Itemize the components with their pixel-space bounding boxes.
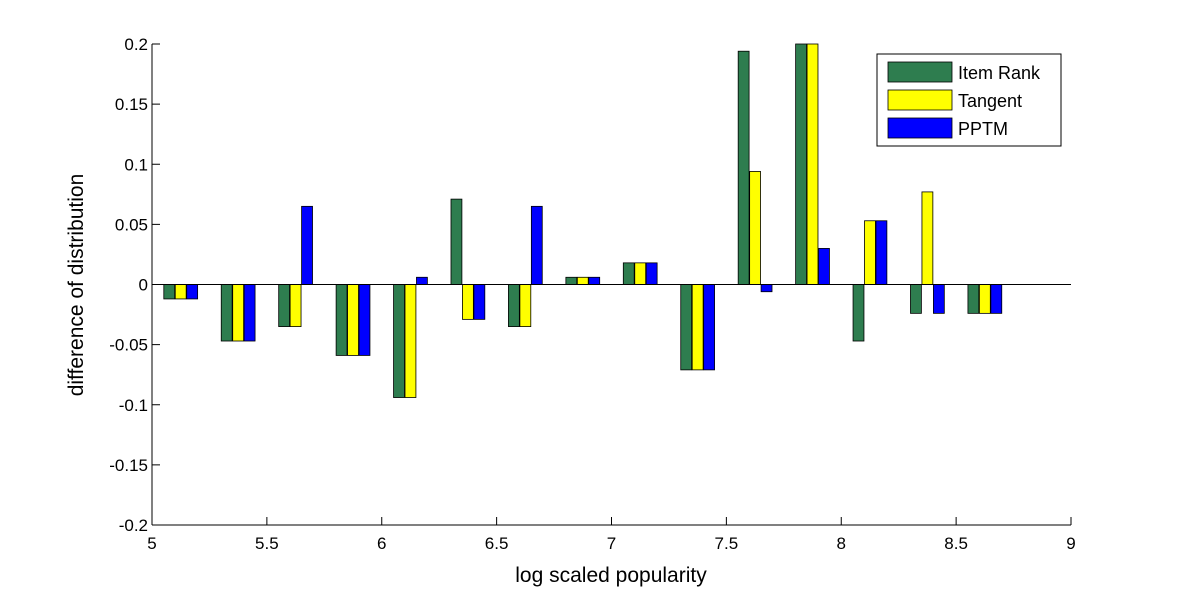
legend-label-tangent: Tangent bbox=[958, 91, 1022, 111]
bar-item-rank-2 bbox=[278, 284, 290, 327]
x-tick-label: 6 bbox=[377, 534, 386, 553]
bar-item-rank-10 bbox=[737, 50, 750, 285]
bar-item-rank-13 bbox=[910, 284, 922, 314]
legend-swatch-tangent bbox=[887, 89, 953, 111]
bar-item-rank-14 bbox=[967, 284, 980, 314]
bar-item-rank-0 bbox=[163, 284, 176, 300]
bar-tangent-12 bbox=[864, 220, 876, 285]
bar-pptm-11 bbox=[818, 248, 830, 285]
x-tick-label: 8.5 bbox=[944, 534, 968, 553]
legend-swatch-item-rank bbox=[887, 61, 953, 83]
x-tick-label: 5 bbox=[147, 534, 156, 553]
bar-tangent-10 bbox=[749, 171, 761, 285]
bar-tangent-13 bbox=[921, 191, 934, 285]
bar-tangent-11 bbox=[806, 43, 819, 285]
y-tick-label: -0.2 bbox=[119, 516, 148, 535]
bar-pptm-10 bbox=[760, 284, 773, 293]
y-tick-label: -0.1 bbox=[119, 396, 148, 415]
x-tick-label: 6.5 bbox=[485, 534, 509, 553]
legend-swatch-pptm bbox=[887, 117, 953, 139]
bar-pptm-12 bbox=[875, 220, 888, 285]
bar-item-rank-7 bbox=[565, 276, 578, 285]
y-tick-label: 0.1 bbox=[124, 155, 148, 174]
bar-pptm-8 bbox=[645, 262, 658, 285]
legend-label-item-rank: Item Rank bbox=[958, 63, 1041, 83]
bar-item-rank-6 bbox=[508, 284, 520, 327]
bar-pptm-5 bbox=[473, 284, 486, 320]
bar-tangent-4 bbox=[404, 284, 417, 398]
bar-item-rank-12 bbox=[852, 284, 865, 342]
bar-item-rank-11 bbox=[795, 43, 807, 285]
x-axis-title: log scaled popularity bbox=[515, 564, 707, 587]
axes-group: 5 5.5 6 6.5 7 7.5 8 8.5 9 -0.2 -0.15 -0.1 -0.05 0 0.05… bbox=[109, 35, 1075, 553]
legend-label-pptm: PPTM bbox=[958, 119, 1008, 139]
y-tick-label: 0.2 bbox=[124, 35, 148, 54]
bars-group bbox=[163, 43, 1003, 398]
bar-tangent-0 bbox=[174, 284, 187, 300]
bar-pptm-13 bbox=[933, 284, 945, 314]
bar-tangent-14 bbox=[978, 284, 991, 314]
y-axis-title: difference of distribution bbox=[65, 174, 88, 397]
y-tick-label: 0.05 bbox=[115, 215, 148, 234]
legend: Item Rank Tangent PPTM bbox=[876, 53, 1062, 147]
bar-pptm-2 bbox=[301, 205, 313, 285]
x-tick-label: 7.5 bbox=[715, 534, 739, 553]
y-tick-label: 0.15 bbox=[115, 95, 148, 114]
x-tick-label: 5.5 bbox=[255, 534, 279, 553]
bar-item-rank-3 bbox=[335, 284, 348, 356]
bar-tangent-2 bbox=[289, 284, 302, 327]
bar-pptm-1 bbox=[243, 284, 256, 342]
bar-pptm-7 bbox=[588, 276, 601, 285]
y-tick-label: -0.15 bbox=[109, 456, 148, 475]
bar-pptm-9 bbox=[703, 284, 715, 371]
bar-pptm-3 bbox=[358, 284, 371, 356]
x-tick-label: 7 bbox=[607, 534, 616, 553]
bar-tangent-3 bbox=[347, 284, 359, 356]
bar-tangent-1 bbox=[232, 284, 245, 342]
bar-tangent-7 bbox=[576, 276, 589, 285]
bar-tangent-6 bbox=[519, 284, 532, 327]
y-tick-label: 0 bbox=[139, 276, 148, 295]
bar-pptm-14 bbox=[990, 284, 1003, 314]
x-tick-label: 9 bbox=[1066, 534, 1075, 553]
bar-tangent-8 bbox=[634, 262, 647, 285]
bar-pptm-6 bbox=[530, 205, 543, 285]
bar-item-rank-5 bbox=[450, 198, 463, 285]
bar-item-rank-4 bbox=[393, 284, 405, 398]
bar-item-rank-9 bbox=[680, 284, 693, 371]
bar-tangent-9 bbox=[691, 284, 704, 371]
bar-pptm-0 bbox=[186, 284, 199, 300]
bar-pptm-4 bbox=[416, 276, 428, 285]
bar-item-rank-1 bbox=[220, 284, 233, 342]
bar-item-rank-8 bbox=[622, 262, 635, 285]
x-tick-label: 8 bbox=[837, 534, 846, 553]
bar-tangent-5 bbox=[462, 284, 474, 320]
y-tick-label: -0.05 bbox=[109, 336, 148, 355]
